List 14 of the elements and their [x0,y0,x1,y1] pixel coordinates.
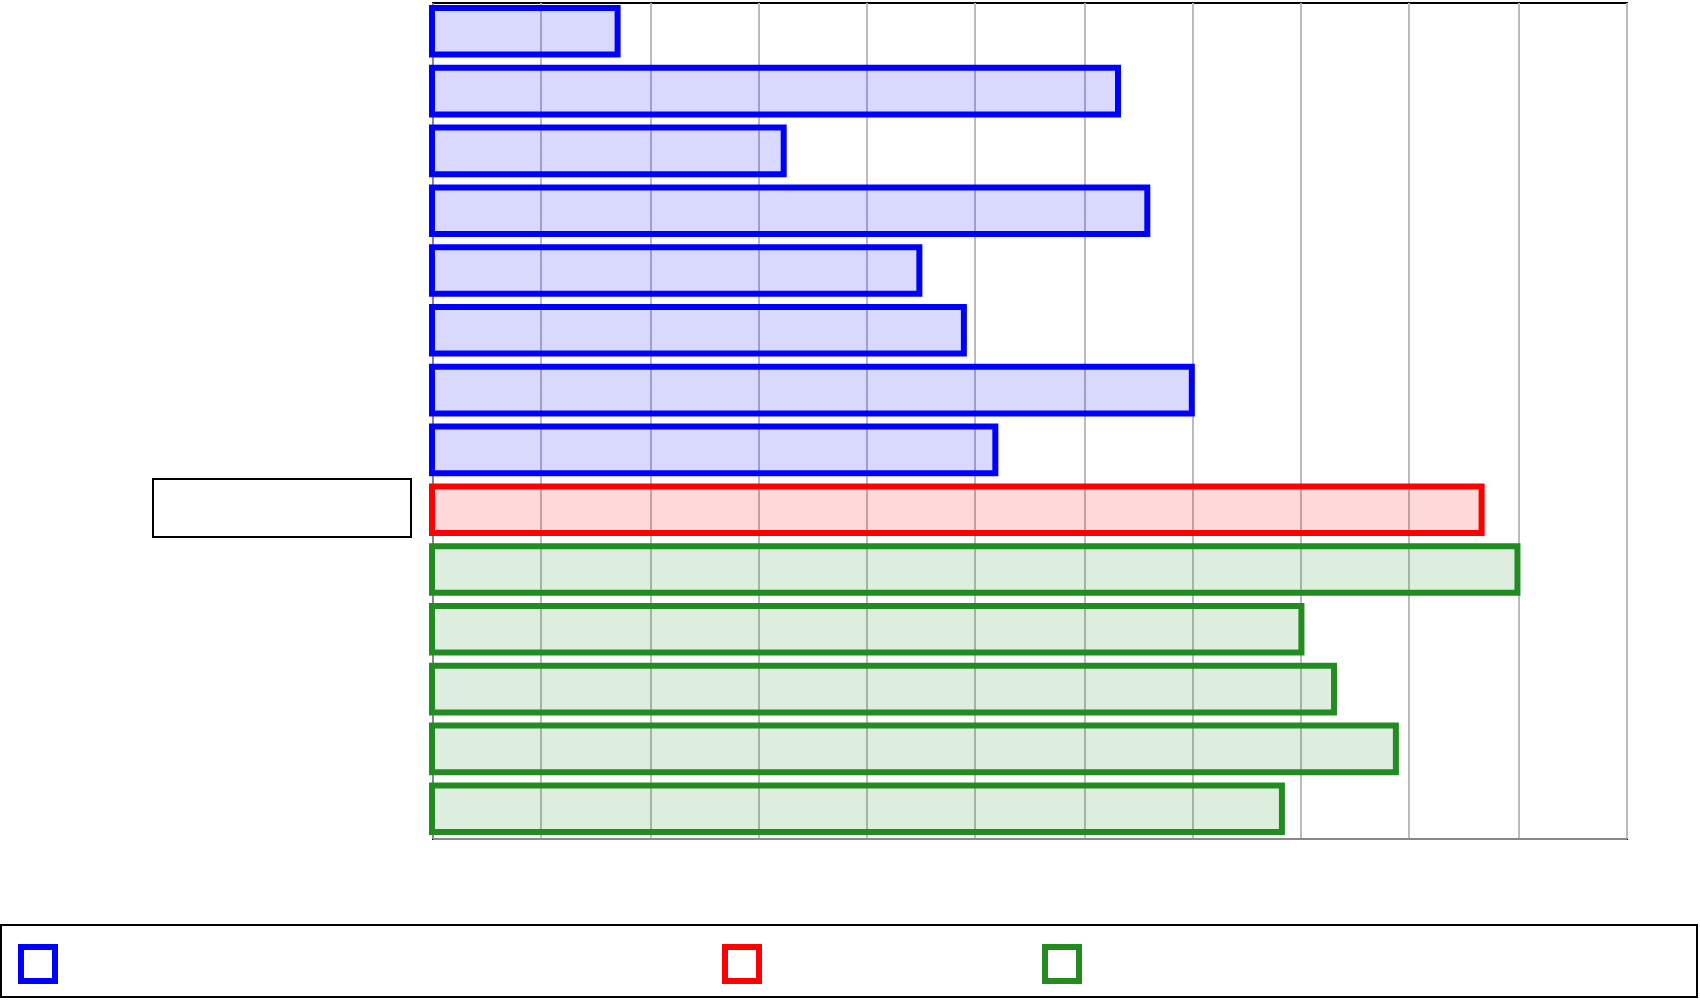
bar [429,64,1122,118]
bar [429,303,967,357]
bar [429,124,787,178]
bar [429,244,923,297]
bar [429,4,621,58]
bar [429,543,1521,596]
bar [429,782,1285,836]
bar [429,722,1399,776]
bar [429,363,1195,417]
bar [429,423,999,477]
bar [429,662,1338,716]
bar [429,483,1485,537]
bar [429,602,1305,656]
bar [429,184,1151,238]
